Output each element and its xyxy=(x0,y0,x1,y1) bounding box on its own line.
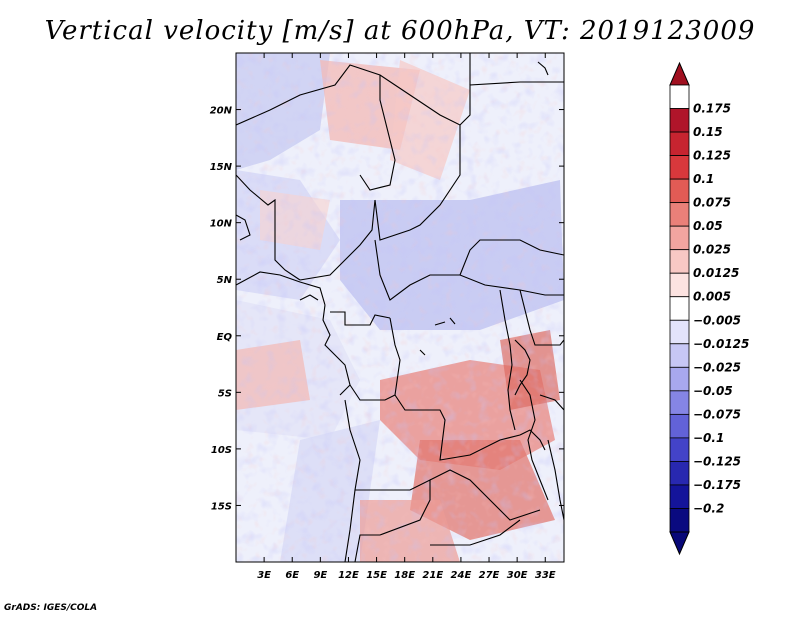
colorbar-label: −0.05 xyxy=(693,384,733,398)
colorbar-swatch xyxy=(669,484,690,509)
y-tick-label: 5N xyxy=(217,275,233,286)
x-tick-label: 30E xyxy=(507,570,528,581)
x-tick-label: 33E xyxy=(535,570,556,581)
chart-title: Vertical velocity [m/s] at 600hPa, VT: 2… xyxy=(44,16,756,46)
colorbar-label: −0.2 xyxy=(693,501,724,515)
colorbar-label: 0.05 xyxy=(693,219,723,233)
colorbar-swatch xyxy=(669,390,690,415)
colorbar-swatch xyxy=(669,249,690,274)
y-axis: 20N 15N 10N 5N EQ 5S 10S 15S xyxy=(210,106,564,512)
y-tick-label: 15N xyxy=(210,162,233,173)
colorbar-label: 0.075 xyxy=(693,196,731,210)
plot-frame xyxy=(235,52,565,563)
colorbar-label: −0.075 xyxy=(693,407,741,421)
colorbar-swatch xyxy=(669,202,690,227)
y-tick-label: 10N xyxy=(210,219,233,230)
colorbar-swatch xyxy=(669,155,690,180)
y-tick-label: EQ xyxy=(217,332,233,343)
colorbar-swatch xyxy=(669,461,690,486)
x-tick-label: 15E xyxy=(366,570,387,581)
colorbar-label: 0.15 xyxy=(693,125,723,139)
colorbar-swatch xyxy=(669,319,690,345)
x-tick-label: 18E xyxy=(394,570,415,581)
x-tick-label: 3E xyxy=(257,570,271,581)
colorbar-label: −0.125 xyxy=(693,454,741,468)
x-tick-label: 24E xyxy=(451,570,472,581)
x-axis: 3E 6E 9E 12E 15E 18E 21E 24E 27E 30E 33E xyxy=(257,53,556,581)
grads-credit: GrADS: IGES/COLA xyxy=(4,603,98,613)
x-tick-label: 6E xyxy=(285,570,299,581)
colorbar-swatch xyxy=(669,108,690,133)
colorbar-swatch xyxy=(669,272,690,298)
vertical-velocity-field xyxy=(236,53,564,562)
colorbar-arrow-top xyxy=(669,61,690,86)
colorbar-swatch xyxy=(669,178,690,204)
y-tick-label: 5S xyxy=(218,388,232,399)
colorbar: 0.175 0.15 0.125 0.1 0.075 0.05 0.025 0.0125 0.0… xyxy=(669,61,749,556)
colorbar-swatch xyxy=(669,508,690,533)
colorbar-label: −0.0125 xyxy=(693,337,749,351)
colorbar-label: −0.025 xyxy=(693,360,741,374)
colorbar-label: −0.1 xyxy=(693,431,724,445)
colorbar-label: 0.175 xyxy=(693,102,731,116)
colorbar-swatch xyxy=(669,343,690,368)
colorbar-swatch xyxy=(669,366,690,392)
colorbar-swatch xyxy=(669,131,690,156)
colorbar-label: −0.005 xyxy=(693,313,741,327)
colorbar-label: 0.125 xyxy=(693,149,731,163)
colorbar-label: 0.025 xyxy=(693,243,731,257)
colorbar-swatch xyxy=(669,84,690,109)
colorbar-arrow-bottom xyxy=(669,531,690,556)
colorbar-swatch xyxy=(669,413,690,439)
x-tick-label: 21E xyxy=(422,570,443,581)
colorbar-swatch xyxy=(669,437,690,462)
x-tick-label: 9E xyxy=(313,570,327,581)
colorbar-label: 0.0125 xyxy=(693,266,739,280)
x-tick-label: 12E xyxy=(338,570,359,581)
y-tick-label: 15S xyxy=(211,501,232,512)
colorbar-label: −0.175 xyxy=(693,478,741,492)
y-tick-label: 20N xyxy=(210,106,233,117)
colorbar-swatch xyxy=(669,225,690,251)
x-tick-label: 27E xyxy=(479,570,500,581)
colorbar-swatch xyxy=(669,296,690,321)
colorbar-label: 0.005 xyxy=(693,290,731,304)
colorbar-label: 0.1 xyxy=(693,172,714,186)
country-borders xyxy=(236,53,564,562)
y-tick-label: 10S xyxy=(211,445,232,456)
